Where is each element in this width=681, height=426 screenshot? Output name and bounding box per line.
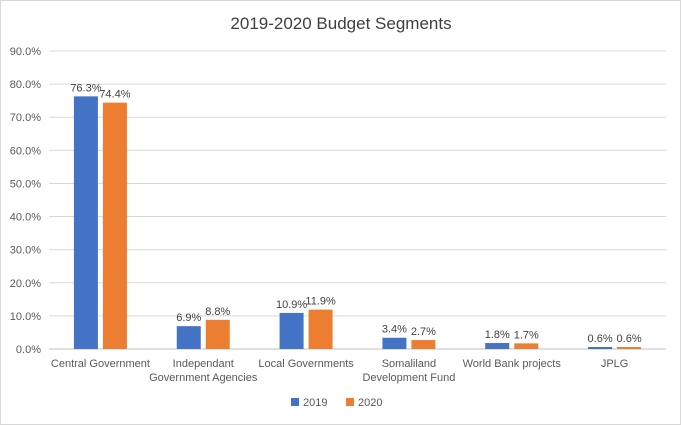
y-tick-label: 90.0% [10,46,41,58]
data-label: 8.8% [205,306,230,318]
data-label: 3.4% [382,324,407,336]
y-axis: 0.0% 10.0% 20.0% 30.0% 40.0% 50.0% 60.0% 70.0% 8… [10,46,41,356]
bar-2019 [73,96,98,350]
data-labels: 76.3%74.4% 6.9% 8.8% 10.9%11.9% 3.4% 2.7% 1.8%… [70,82,642,345]
y-tick-label: 70.0% [10,112,41,124]
y-tick-label: 60.0% [10,145,41,157]
y-tick-label: 80.0% [10,79,41,91]
x-category-label: Independant [173,358,234,370]
bar-2019 [485,343,510,349]
x-category-label: World Bank projects [463,358,562,370]
x-category-label: Central Government [51,358,150,370]
y-tick-label: 0.0% [16,344,41,356]
bar-2019 [176,326,201,349]
legend: 2019 2020 [291,397,382,409]
bar-2020 [308,309,333,349]
legend-label: 2020 [358,397,382,409]
y-tick-label: 30.0% [10,245,41,257]
bar-2020 [102,102,127,349]
x-category-label: Local Governments [258,358,354,370]
x-category-label: JPLG [601,358,629,370]
x-category-label: Somaliland [382,358,436,370]
bar-2020 [205,319,230,349]
legend-swatch [346,398,354,406]
bar-2019 [279,312,304,349]
data-label: 74.4% [99,89,130,101]
bar-2020 [411,340,436,349]
legend-swatch [291,398,299,406]
chart-title: 2019-2020 Budget Segments [230,14,451,33]
data-label: 10.9% [276,299,307,311]
x-axis: Central Government Independant Government … [51,358,628,384]
legend-label: 2019 [303,397,327,409]
data-label: 0.6% [588,333,613,345]
bar-2019 [382,337,407,349]
data-label: 2.7% [411,326,436,338]
data-label: 0.6% [617,333,642,345]
bars [73,96,642,350]
gridlines [49,50,666,350]
y-tick-label: 40.0% [10,212,41,224]
data-label: 11.9% [305,296,336,308]
bar-2019 [588,347,613,349]
x-category-label: Government Agencies [149,372,258,384]
bar-2020 [617,347,642,349]
data-label: 6.9% [176,312,201,324]
bar-2020 [514,343,539,349]
x-category-label: Development Fund [362,372,455,384]
y-tick-label: 20.0% [10,278,41,290]
data-label: 76.3% [70,82,101,94]
y-tick-label: 10.0% [10,311,41,323]
data-label: 1.7% [514,329,539,341]
data-label: 1.8% [485,329,510,341]
y-tick-label: 50.0% [10,178,41,190]
